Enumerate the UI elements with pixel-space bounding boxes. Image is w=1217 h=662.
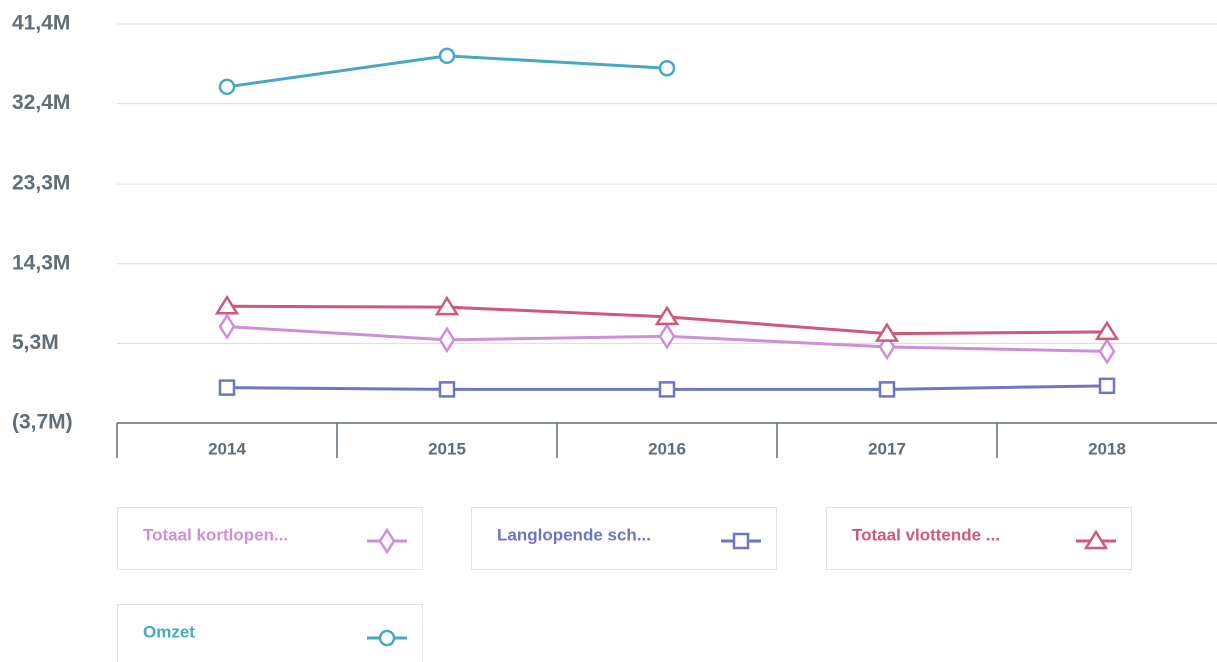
legend-box bbox=[826, 507, 1132, 570]
data-point bbox=[654, 305, 680, 326]
data-point bbox=[1094, 320, 1120, 341]
data-point bbox=[658, 59, 676, 77]
y-tick-label: 32,4M bbox=[12, 91, 70, 114]
legend-marker bbox=[732, 532, 750, 550]
y-tick-label: 5,3M bbox=[12, 331, 59, 354]
legend-box bbox=[117, 604, 423, 662]
x-tick-label: 2018 bbox=[1088, 439, 1126, 458]
legend-marker bbox=[378, 527, 396, 555]
x-tick-label: 2017 bbox=[868, 439, 906, 458]
x-tick-label: 2015 bbox=[428, 439, 466, 458]
x-tick-label: 2014 bbox=[208, 439, 246, 458]
data-point bbox=[438, 381, 456, 398]
legend-box bbox=[471, 507, 777, 570]
legend-label: Langlopende sch... bbox=[497, 525, 651, 544]
y-tick-label: 23,3M bbox=[12, 172, 70, 195]
data-point bbox=[438, 326, 456, 354]
y-tick-label: 41,4M bbox=[12, 12, 70, 35]
x-tick-label: 2016 bbox=[648, 439, 686, 458]
legend-item: Totaal vlottende ... bbox=[826, 507, 1132, 570]
data-point bbox=[878, 381, 896, 398]
legend-item: Langlopende sch... bbox=[471, 507, 777, 570]
legend-label: Omzet bbox=[143, 622, 195, 641]
data-point bbox=[218, 379, 236, 396]
legend-label: Totaal kortlopen... bbox=[143, 525, 288, 544]
data-point bbox=[218, 78, 236, 96]
data-point bbox=[874, 322, 900, 342]
data-point bbox=[438, 47, 456, 65]
legend-box bbox=[117, 507, 423, 570]
data-point bbox=[658, 322, 676, 350]
legend-item: Omzet bbox=[117, 604, 423, 662]
data-point bbox=[214, 294, 240, 315]
y-tick-label: (3,7M) bbox=[12, 411, 73, 434]
data-point bbox=[434, 295, 460, 316]
data-point bbox=[658, 381, 676, 398]
data-point bbox=[1098, 338, 1116, 365]
data-point bbox=[218, 313, 236, 340]
legend-marker bbox=[1083, 529, 1109, 550]
data-point bbox=[1098, 377, 1116, 395]
legend-item: Totaal kortlopen... bbox=[117, 507, 423, 570]
y-tick-label: 14,3M bbox=[12, 251, 70, 274]
legend-label: Totaal vlottende ... bbox=[852, 525, 1000, 544]
legend-marker bbox=[378, 629, 396, 647]
